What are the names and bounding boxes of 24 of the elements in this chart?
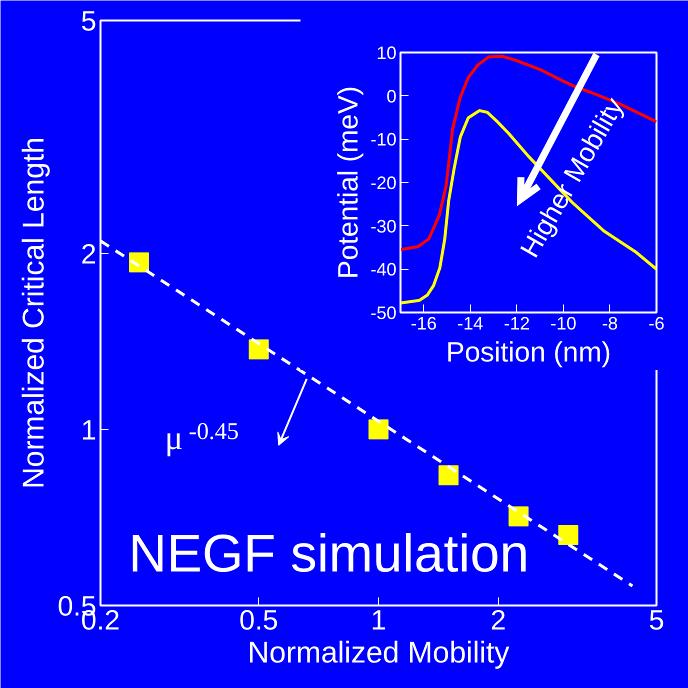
x-tick-label: -16 xyxy=(410,314,437,334)
x-tick-label: -14 xyxy=(457,314,484,334)
y-tick-label: 2 xyxy=(80,238,97,270)
y-tick-label: 10 xyxy=(376,43,397,63)
y-axis-title: Normalized Critical Length xyxy=(18,137,51,489)
y-tick-label: 5 xyxy=(80,6,97,36)
x-axis-title: Position (nm) xyxy=(446,336,611,368)
y-tick-label: -40 xyxy=(370,260,396,280)
y-tick-label: -20 xyxy=(370,173,396,193)
x-tick-label: -10 xyxy=(550,314,576,334)
y-tick-label: -10 xyxy=(370,130,396,150)
y-tick-label: -30 xyxy=(370,216,396,236)
annotation: NEGF simulation xyxy=(128,524,530,584)
y-tick-label: -50 xyxy=(370,303,396,323)
x-tick-label: 2 xyxy=(490,604,506,636)
x-tick-label: -6 xyxy=(648,314,665,334)
x-tick-label: 0.5 xyxy=(239,604,278,636)
y-tick-label: 1 xyxy=(80,414,97,446)
x-tick-label: -8 xyxy=(602,314,618,334)
x-axis-title: Normalized Mobility xyxy=(248,636,510,670)
y-axis-title: Potential (meV) xyxy=(332,86,364,279)
y-tick-label: 0 xyxy=(386,86,397,106)
x-tick-label: 5 xyxy=(648,604,664,636)
x-tick-label: -12 xyxy=(504,314,530,334)
